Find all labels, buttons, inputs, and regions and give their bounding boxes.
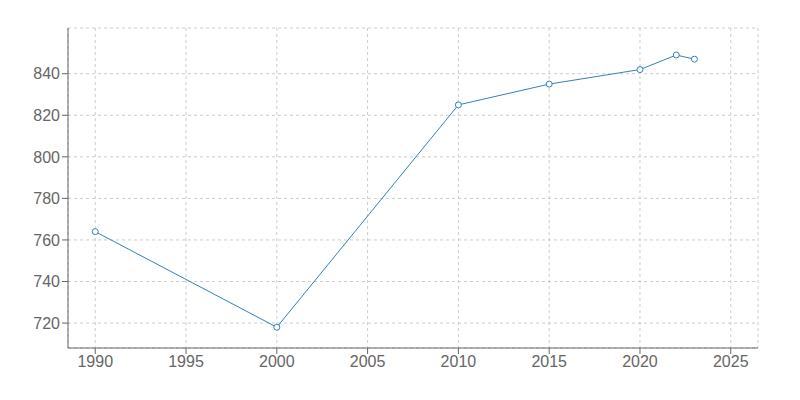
svg-text:820: 820 — [33, 107, 60, 124]
svg-text:720: 720 — [33, 315, 60, 332]
svg-text:740: 740 — [33, 273, 60, 290]
svg-text:2010: 2010 — [441, 353, 477, 370]
svg-text:1995: 1995 — [168, 353, 204, 370]
svg-text:2025: 2025 — [713, 353, 749, 370]
svg-text:760: 760 — [33, 232, 60, 249]
svg-text:840: 840 — [33, 65, 60, 82]
svg-text:780: 780 — [33, 190, 60, 207]
svg-text:800: 800 — [33, 149, 60, 166]
svg-text:1990: 1990 — [77, 353, 113, 370]
svg-text:2005: 2005 — [350, 353, 386, 370]
svg-text:2020: 2020 — [622, 353, 658, 370]
svg-text:2000: 2000 — [259, 353, 295, 370]
svg-text:2015: 2015 — [531, 353, 567, 370]
